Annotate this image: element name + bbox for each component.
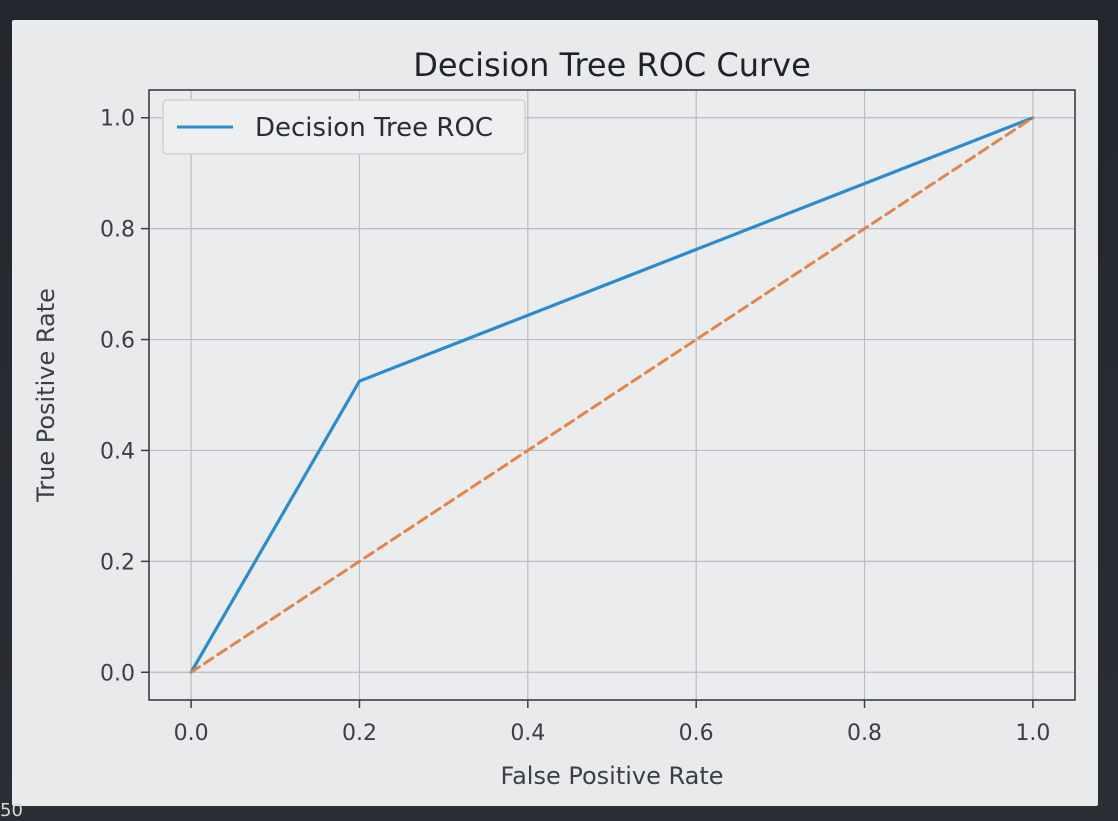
- x-tick-label: 1.0: [1015, 721, 1050, 746]
- y-tick-label: 1.0: [100, 107, 135, 132]
- chart-title: Decision Tree ROC Curve: [413, 46, 811, 84]
- y-tick-label: 0.4: [100, 439, 135, 464]
- ticks-layer: 0.0 0.2 0.4 0.6 0.8 1.0 0.0 0.2 0.4 0.6 0.8 1.0: [100, 107, 1050, 746]
- legend: Decision Tree ROC: [162, 99, 526, 155]
- y-tick-label: 0.2: [100, 550, 135, 575]
- y-tick-label: 0.6: [100, 329, 135, 354]
- x-tick-label: 0.8: [847, 721, 882, 746]
- chance-diagonal-line: [189, 116, 1035, 674]
- legend-box: [162, 99, 526, 155]
- legend-label-decision-tree: Decision Tree ROC: [255, 113, 493, 143]
- y-axis-label: True Positive Rate: [32, 288, 60, 503]
- corner-text: 50: [0, 800, 23, 821]
- x-tick-label: 0.2: [342, 721, 377, 746]
- x-tick-label: 0.4: [510, 721, 545, 746]
- x-axis-label: False Positive Rate: [500, 762, 723, 790]
- y-tick-label: 0.0: [100, 661, 135, 686]
- plot-frame: [148, 89, 1076, 701]
- roc-curve-line: [189, 116, 1035, 674]
- x-tick-label: 0.0: [174, 721, 209, 746]
- y-tick-label: 0.8: [100, 218, 135, 243]
- figure-canvas: 0.0 0.2 0.4 0.6 0.8 1.0 0.0 0.2 0.4 0.6 0.8 1.0 Dec…: [12, 20, 1098, 806]
- roc-chart: 0.0 0.2 0.4 0.6 0.8 1.0 0.0 0.2 0.4 0.6 0.8 1.0 Dec…: [32, 46, 1076, 790]
- x-tick-label: 0.6: [679, 721, 714, 746]
- series-layer: [189, 116, 1035, 674]
